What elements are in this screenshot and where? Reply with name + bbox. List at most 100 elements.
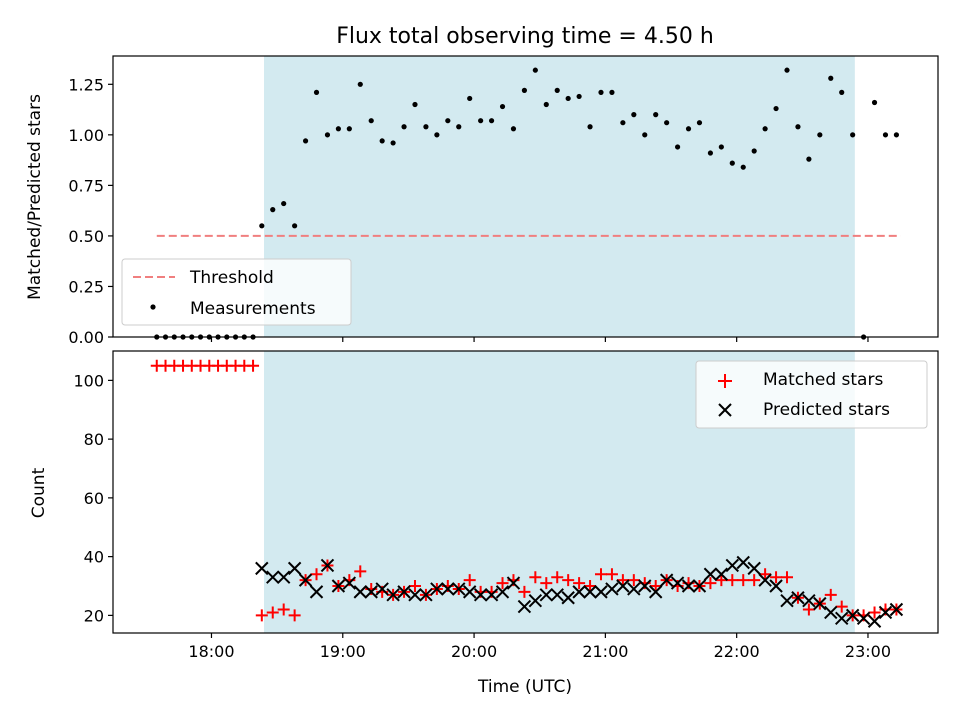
measurement-point <box>259 223 265 229</box>
measurement-point <box>850 132 856 138</box>
predicted-star-point <box>255 561 269 576</box>
y-tick-label: 40 <box>84 548 104 567</box>
measurement-point <box>784 67 790 73</box>
measurement-point <box>357 81 363 87</box>
bottom-y-ticks: 20 40 60 80 100 <box>73 371 113 625</box>
predicted-star-point <box>681 579 696 593</box>
measurement-point <box>368 118 374 124</box>
figure-title: Flux total observing time = 4.50 h <box>336 24 714 49</box>
predicted-star-point <box>495 585 510 599</box>
matched-star-point <box>354 565 367 578</box>
predicted-star-point <box>747 561 761 576</box>
measurement-point <box>674 144 681 150</box>
matched-star-point <box>649 580 662 592</box>
predicted-star-point <box>309 585 324 599</box>
predicted-star-point <box>517 599 532 614</box>
top-axes-frame <box>112 55 939 338</box>
matched-star-point <box>310 568 323 581</box>
measurement-point <box>598 89 604 95</box>
measurement-point <box>587 124 593 130</box>
predicted-star-point <box>769 579 783 593</box>
matched-star-point <box>288 609 301 622</box>
matched-star-point <box>277 603 290 616</box>
measurement-point <box>729 160 735 166</box>
predicted-star-point <box>791 591 805 605</box>
measurement-point <box>576 93 582 100</box>
matched-star-point <box>594 568 607 581</box>
measurement-point <box>762 126 768 132</box>
predicted-star-point <box>528 593 543 608</box>
predicted-star-point <box>725 558 740 573</box>
predicted-star-point <box>506 576 521 590</box>
predicted-star-point <box>736 555 750 570</box>
threshold-legend-label: Threshold <box>189 268 274 288</box>
predicted-star-point <box>550 588 564 602</box>
matched-star-point <box>770 571 783 584</box>
measurement-point <box>346 126 352 132</box>
bottom-axes-frame <box>112 350 939 634</box>
measurement-point <box>653 112 659 118</box>
matched-star-point <box>627 574 640 587</box>
measurement-point <box>510 126 517 132</box>
predicted-star-point <box>813 596 827 611</box>
predicted-star-point <box>758 573 772 587</box>
measurement-point <box>281 200 287 207</box>
bottom-legend: Matched stars Predicted stars <box>695 360 928 429</box>
predicted-star-point <box>670 576 685 590</box>
predicted-star-point <box>889 602 904 617</box>
predicted-star-point <box>539 588 553 602</box>
measurement-point <box>456 124 462 130</box>
matched-star-point <box>518 585 531 598</box>
measurement-point <box>434 132 440 138</box>
matched-star-point <box>759 568 772 581</box>
matched-star-point <box>748 574 761 587</box>
x-tick-label: 21:00 <box>582 642 628 661</box>
measurement-point <box>893 132 900 138</box>
matched-legend-label: Matched stars <box>763 370 883 390</box>
predicted-star-point <box>780 593 794 608</box>
matched-star-point <box>737 574 750 587</box>
predicted-star-point <box>835 611 849 626</box>
matched-star-point <box>551 571 564 584</box>
x-axis-label: Time (UTC) <box>477 677 572 697</box>
matched-star-point <box>463 574 476 587</box>
y-tick-label: 0.00 <box>68 328 104 347</box>
measurement-point <box>292 223 298 229</box>
measurements-legend-label: Measurements <box>190 299 316 319</box>
measurement-point <box>324 132 331 138</box>
matched-star-point <box>868 606 881 619</box>
measurement-point <box>335 126 341 132</box>
y-tick-label: 1.25 <box>68 75 104 94</box>
predicted-star-point <box>484 588 499 602</box>
y-tick-label: 100 <box>73 371 104 390</box>
top-y-ticks: 0.00 0.25 0.50 0.75 1.00 1.25 <box>68 75 113 347</box>
measurement-point <box>707 150 714 156</box>
predicted-legend-label: Predicted stars <box>763 400 890 420</box>
matched-star-point <box>835 600 848 613</box>
measurement-point <box>773 105 779 112</box>
measurement-point <box>412 101 418 108</box>
predicted-star-point <box>397 585 411 599</box>
predicted-star-point <box>462 585 477 599</box>
measurement-point <box>806 156 812 162</box>
matched-legend-swatch <box>718 374 732 388</box>
matched-star-point <box>824 588 837 601</box>
predicted-star-point <box>627 582 641 596</box>
measurement-point <box>401 124 407 130</box>
predicted-star-point <box>342 576 357 590</box>
top-y-axis-label: Matched/Predicted stars <box>25 94 45 300</box>
predicted-star-point <box>561 591 575 605</box>
matched-star-point <box>726 574 739 587</box>
y-tick-label: 1.00 <box>68 126 104 145</box>
measurement-point <box>313 89 320 95</box>
measurement-point <box>685 126 692 132</box>
top-legend: Threshold Measurements <box>121 258 352 326</box>
matched-star-point <box>255 609 268 622</box>
predicted-star-point <box>375 582 389 596</box>
predicted-star-point <box>266 570 280 584</box>
predicted-star-point <box>648 585 663 599</box>
matched-star-point <box>540 577 553 590</box>
measurement-point <box>478 118 484 124</box>
measurement-point <box>467 95 473 102</box>
matched-star-point <box>247 359 260 372</box>
